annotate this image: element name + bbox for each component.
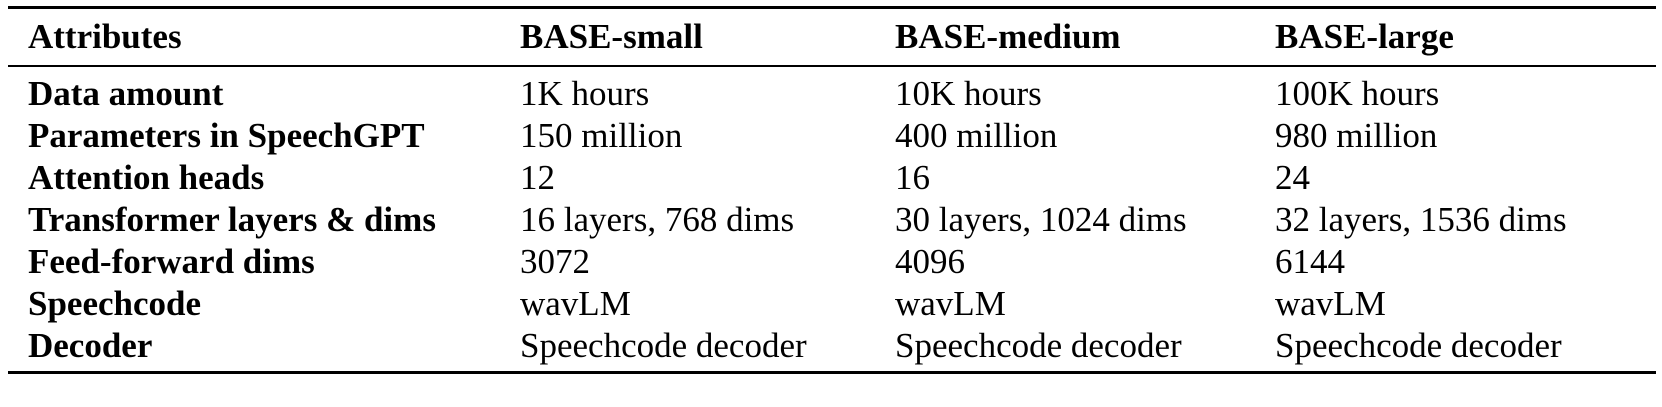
table-cell: 24 [1275, 158, 1310, 197]
row-label-attention-heads: Attention heads [28, 158, 265, 197]
row-label-data-amount: Data amount [28, 74, 224, 113]
table-cell: 980 million [1275, 116, 1438, 155]
table-cell: 3072 [520, 242, 590, 281]
header-base-small: BASE-small [520, 17, 703, 56]
table-row: Decoder Speechcode decoder Speechcode de… [8, 325, 1656, 367]
table-cell: 32 layers, 1536 dims [1275, 200, 1567, 239]
table-cell: 400 million [895, 116, 1058, 155]
table-row: Transformer layers & dims 16 layers, 768… [8, 199, 1656, 241]
bottom-rule [8, 371, 1656, 374]
header-row: Attributes BASE-small BASE-medium BASE-l… [8, 9, 1656, 65]
table-cell: wavLM [895, 284, 1006, 323]
table-cell: 10K hours [895, 74, 1042, 113]
table-cell: 16 layers, 768 dims [520, 200, 795, 239]
header-attributes: Attributes [28, 17, 182, 56]
config-table: Attributes BASE-small BASE-medium BASE-l… [8, 9, 1656, 65]
table-row: Attention heads 12 16 24 [8, 157, 1656, 199]
table-cell: 16 [895, 158, 930, 197]
table-cell: 150 million [520, 116, 683, 155]
config-table-body: Data amount 1K hours 10K hours 100K hour… [8, 67, 1656, 371]
row-label-parameters: Parameters in SpeechGPT [28, 116, 425, 155]
top-rule [8, 6, 1656, 9]
table-cell: 30 layers, 1024 dims [895, 200, 1187, 239]
table-cell: Speechcode decoder [520, 326, 807, 365]
header-base-large: BASE-large [1275, 17, 1454, 56]
row-label-decoder: Decoder [28, 326, 153, 365]
table-row: Data amount 1K hours 10K hours 100K hour… [8, 73, 1656, 115]
table-row: Feed-forward dims 3072 4096 6144 [8, 241, 1656, 283]
model-config-table: Attributes BASE-small BASE-medium BASE-l… [8, 6, 1656, 374]
table-row: Parameters in SpeechGPT 150 million 400 … [8, 115, 1656, 157]
header-rule [8, 65, 1656, 67]
table-cell: 1K hours [520, 74, 650, 113]
table-cell: wavLM [520, 284, 631, 323]
row-label-transformer-layers: Transformer layers & dims [28, 200, 436, 239]
table-cell: 4096 [895, 242, 965, 281]
row-label-feed-forward: Feed-forward dims [28, 242, 315, 281]
table-cell: 100K hours [1275, 74, 1440, 113]
table-cell: 6144 [1275, 242, 1345, 281]
table-cell: Speechcode decoder [1275, 326, 1562, 365]
table-row: Speechcode wavLM wavLM wavLM [8, 283, 1656, 325]
table-cell: Speechcode decoder [895, 326, 1182, 365]
header-base-medium: BASE-medium [895, 17, 1121, 56]
row-label-speechcode: Speechcode [28, 284, 202, 323]
table-cell: 12 [520, 158, 555, 197]
table-cell: wavLM [1275, 284, 1386, 323]
